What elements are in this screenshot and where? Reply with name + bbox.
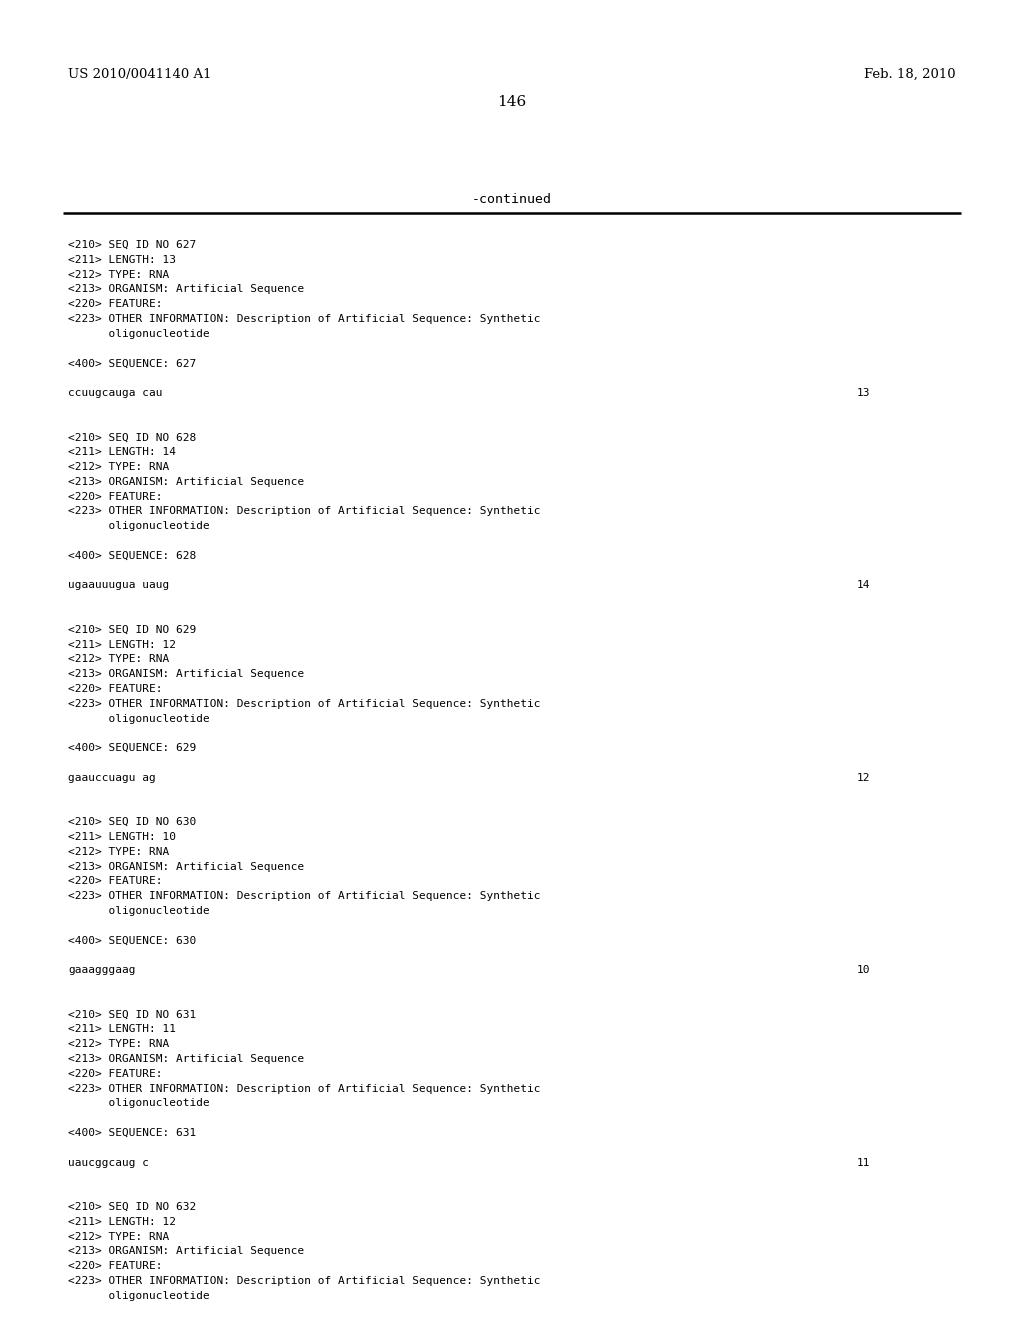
- Text: 13: 13: [856, 388, 870, 399]
- Text: <400> SEQUENCE: 630: <400> SEQUENCE: 630: [68, 936, 197, 945]
- Text: <400> SEQUENCE: 631: <400> SEQUENCE: 631: [68, 1129, 197, 1138]
- Text: 14: 14: [856, 581, 870, 590]
- Text: <213> ORGANISM: Artificial Sequence: <213> ORGANISM: Artificial Sequence: [68, 284, 304, 294]
- Text: oligonucleotide: oligonucleotide: [68, 1291, 210, 1300]
- Text: 12: 12: [856, 772, 870, 783]
- Text: <220> FEATURE:: <220> FEATURE:: [68, 1069, 163, 1078]
- Text: <400> SEQUENCE: 627: <400> SEQUENCE: 627: [68, 359, 197, 368]
- Text: <212> TYPE: RNA: <212> TYPE: RNA: [68, 655, 169, 664]
- Text: oligonucleotide: oligonucleotide: [68, 714, 210, 723]
- Text: <223> OTHER INFORMATION: Description of Artificial Sequence: Synthetic: <223> OTHER INFORMATION: Description of …: [68, 1084, 541, 1093]
- Text: <212> TYPE: RNA: <212> TYPE: RNA: [68, 1232, 169, 1242]
- Text: <211> LENGTH: 11: <211> LENGTH: 11: [68, 1024, 176, 1035]
- Text: <213> ORGANISM: Artificial Sequence: <213> ORGANISM: Artificial Sequence: [68, 1053, 304, 1064]
- Text: US 2010/0041140 A1: US 2010/0041140 A1: [68, 69, 212, 81]
- Text: <223> OTHER INFORMATION: Description of Artificial Sequence: Synthetic: <223> OTHER INFORMATION: Description of …: [68, 314, 541, 323]
- Text: gaaagggaag: gaaagggaag: [68, 965, 135, 975]
- Text: <213> ORGANISM: Artificial Sequence: <213> ORGANISM: Artificial Sequence: [68, 862, 304, 871]
- Text: oligonucleotide: oligonucleotide: [68, 1098, 210, 1109]
- Text: ugaauuugua uaug: ugaauuugua uaug: [68, 581, 169, 590]
- Text: <210> SEQ ID NO 627: <210> SEQ ID NO 627: [68, 240, 197, 249]
- Text: <212> TYPE: RNA: <212> TYPE: RNA: [68, 1039, 169, 1049]
- Text: 10: 10: [856, 965, 870, 975]
- Text: <220> FEATURE:: <220> FEATURE:: [68, 876, 163, 887]
- Text: oligonucleotide: oligonucleotide: [68, 329, 210, 339]
- Text: 11: 11: [856, 1158, 870, 1168]
- Text: <223> OTHER INFORMATION: Description of Artificial Sequence: Synthetic: <223> OTHER INFORMATION: Description of …: [68, 507, 541, 516]
- Text: <211> LENGTH: 13: <211> LENGTH: 13: [68, 255, 176, 265]
- Text: uaucggcaug c: uaucggcaug c: [68, 1158, 150, 1168]
- Text: <211> LENGTH: 12: <211> LENGTH: 12: [68, 640, 176, 649]
- Text: <220> FEATURE:: <220> FEATURE:: [68, 684, 163, 694]
- Text: <223> OTHER INFORMATION: Description of Artificial Sequence: Synthetic: <223> OTHER INFORMATION: Description of …: [68, 698, 541, 709]
- Text: <210> SEQ ID NO 631: <210> SEQ ID NO 631: [68, 1010, 197, 1019]
- Text: <210> SEQ ID NO 632: <210> SEQ ID NO 632: [68, 1203, 197, 1212]
- Text: <212> TYPE: RNA: <212> TYPE: RNA: [68, 847, 169, 857]
- Text: <210> SEQ ID NO 628: <210> SEQ ID NO 628: [68, 433, 197, 442]
- Text: 146: 146: [498, 95, 526, 110]
- Text: <400> SEQUENCE: 628: <400> SEQUENCE: 628: [68, 550, 197, 561]
- Text: -continued: -continued: [472, 193, 552, 206]
- Text: <211> LENGTH: 10: <211> LENGTH: 10: [68, 832, 176, 842]
- Text: <220> FEATURE:: <220> FEATURE:: [68, 300, 163, 309]
- Text: <213> ORGANISM: Artificial Sequence: <213> ORGANISM: Artificial Sequence: [68, 477, 304, 487]
- Text: <210> SEQ ID NO 630: <210> SEQ ID NO 630: [68, 817, 197, 828]
- Text: <220> FEATURE:: <220> FEATURE:: [68, 491, 163, 502]
- Text: <400> SEQUENCE: 629: <400> SEQUENCE: 629: [68, 743, 197, 754]
- Text: Feb. 18, 2010: Feb. 18, 2010: [864, 69, 956, 81]
- Text: oligonucleotide: oligonucleotide: [68, 521, 210, 531]
- Text: <220> FEATURE:: <220> FEATURE:: [68, 1261, 163, 1271]
- Text: <213> ORGANISM: Artificial Sequence: <213> ORGANISM: Artificial Sequence: [68, 669, 304, 680]
- Text: oligonucleotide: oligonucleotide: [68, 906, 210, 916]
- Text: <223> OTHER INFORMATION: Description of Artificial Sequence: Synthetic: <223> OTHER INFORMATION: Description of …: [68, 891, 541, 902]
- Text: <210> SEQ ID NO 629: <210> SEQ ID NO 629: [68, 624, 197, 635]
- Text: <223> OTHER INFORMATION: Description of Artificial Sequence: Synthetic: <223> OTHER INFORMATION: Description of …: [68, 1276, 541, 1286]
- Text: <211> LENGTH: 14: <211> LENGTH: 14: [68, 447, 176, 457]
- Text: <213> ORGANISM: Artificial Sequence: <213> ORGANISM: Artificial Sequence: [68, 1246, 304, 1257]
- Text: gaauccuagu ag: gaauccuagu ag: [68, 772, 156, 783]
- Text: ccuugcauga cau: ccuugcauga cau: [68, 388, 163, 399]
- Text: <212> TYPE: RNA: <212> TYPE: RNA: [68, 462, 169, 473]
- Text: <212> TYPE: RNA: <212> TYPE: RNA: [68, 269, 169, 280]
- Text: <211> LENGTH: 12: <211> LENGTH: 12: [68, 1217, 176, 1226]
